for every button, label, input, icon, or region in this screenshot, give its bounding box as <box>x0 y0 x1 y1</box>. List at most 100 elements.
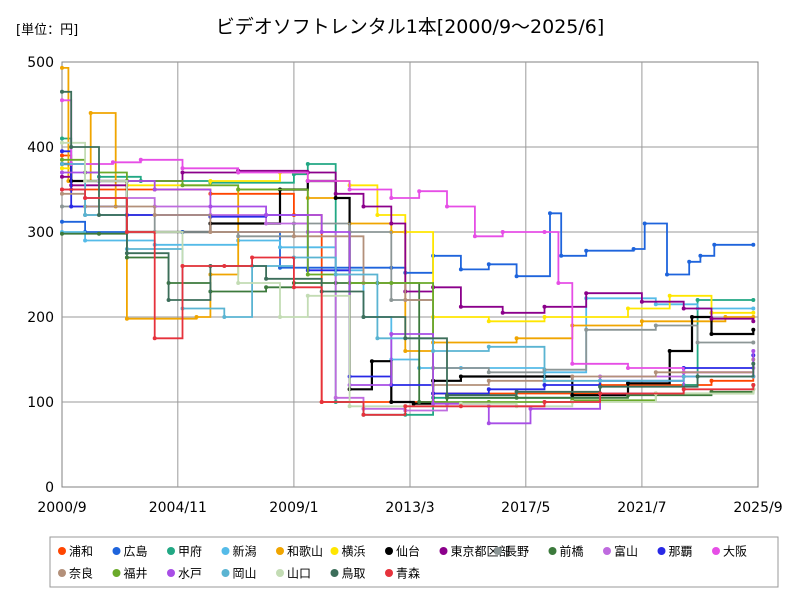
legend-label: 鳥取 <box>342 566 366 581</box>
data-point <box>88 111 93 115</box>
data-point <box>333 191 338 196</box>
data-point <box>709 316 714 321</box>
data-point <box>665 272 669 277</box>
data-point <box>695 340 700 345</box>
legend-item: 奈良 <box>58 566 93 581</box>
data-point <box>264 213 269 217</box>
legend-item: 青森 <box>385 566 420 581</box>
data-point <box>486 387 491 392</box>
data-point <box>194 315 199 319</box>
data-point <box>152 213 157 217</box>
data-point <box>69 145 74 149</box>
data-point <box>631 247 636 251</box>
data-point <box>264 276 269 281</box>
data-point <box>403 404 408 409</box>
legend-marker <box>112 569 121 577</box>
data-point <box>500 310 505 315</box>
data-point <box>598 384 603 389</box>
data-point <box>319 400 324 404</box>
data-point <box>639 319 644 324</box>
data-point <box>97 231 101 236</box>
legend-label: 新潟 <box>233 544 257 559</box>
legend-marker <box>276 547 284 555</box>
x-tick-label: 2017/5 <box>501 500 550 516</box>
legend-marker <box>385 569 393 577</box>
data-point <box>751 319 756 324</box>
legend-item: 那覇 <box>657 545 693 559</box>
legend-item: 甲府 <box>167 544 202 559</box>
data-point <box>681 387 686 392</box>
legend-label: 水戸 <box>178 567 202 581</box>
data-point <box>361 204 366 209</box>
data-point <box>403 349 408 353</box>
x-tick-label: 2000/9 <box>37 500 86 516</box>
data-point <box>751 306 756 311</box>
data-point <box>236 234 241 239</box>
legend-item: 浦和 <box>58 545 93 559</box>
series-line <box>62 212 754 278</box>
legend-marker <box>330 569 339 577</box>
data-point <box>542 304 547 309</box>
y-tick-label: 400 <box>27 140 54 156</box>
data-point <box>570 361 575 366</box>
legend-marker <box>167 569 175 577</box>
data-point <box>60 149 64 154</box>
data-point <box>291 234 296 239</box>
data-point <box>709 378 714 383</box>
data-point <box>514 389 519 394</box>
legend-item: 山口 <box>276 567 311 581</box>
data-point <box>458 404 463 409</box>
data-point <box>180 170 185 175</box>
series-大阪 <box>60 98 756 379</box>
data-point <box>653 370 658 375</box>
y-tick-label: 200 <box>27 310 54 326</box>
data-point <box>584 327 589 332</box>
data-point <box>110 160 115 165</box>
data-point <box>542 315 547 319</box>
data-point <box>626 366 630 370</box>
data-point <box>639 299 644 304</box>
y-tick-label: 300 <box>27 225 54 241</box>
data-point <box>548 211 552 216</box>
data-point <box>751 242 756 247</box>
legend-marker <box>494 547 502 555</box>
data-point <box>83 196 88 200</box>
data-point <box>208 230 213 234</box>
data-point <box>375 336 380 341</box>
data-point <box>598 391 603 396</box>
data-point <box>751 349 756 353</box>
legend-marker <box>221 569 230 577</box>
data-point <box>389 196 394 200</box>
data-point <box>472 234 477 239</box>
data-point <box>347 404 352 409</box>
data-point <box>60 136 64 141</box>
data-point <box>584 248 589 253</box>
x-tick-label: 2004/11 <box>149 500 207 516</box>
data-point <box>542 400 547 404</box>
data-point <box>751 298 756 302</box>
x-tick-label: 2025/9 <box>733 500 782 516</box>
data-point <box>208 204 213 209</box>
data-point <box>542 383 547 387</box>
data-point <box>667 349 672 353</box>
data-point <box>653 323 658 328</box>
data-point <box>264 285 269 290</box>
data-point <box>69 204 74 209</box>
y-tick-label: 0 <box>45 480 54 496</box>
legend-item: 新潟 <box>221 544 257 559</box>
chart-title: ビデオソフトレンタル1本[2000/9～2025/6] <box>216 16 605 38</box>
legend-item: 前橋 <box>548 544 584 559</box>
data-point <box>236 170 241 175</box>
data-point <box>681 306 686 311</box>
data-point <box>389 221 394 226</box>
legend-item: 広島 <box>112 544 148 559</box>
legend-marker <box>221 547 230 555</box>
data-point <box>528 406 533 411</box>
legend-label: 奈良 <box>69 566 93 581</box>
legend-marker <box>167 547 175 555</box>
data-point <box>542 230 547 234</box>
data-point <box>598 378 603 383</box>
data-point <box>60 98 64 103</box>
legend-item: 横浜 <box>330 545 366 559</box>
data-point <box>66 179 71 183</box>
